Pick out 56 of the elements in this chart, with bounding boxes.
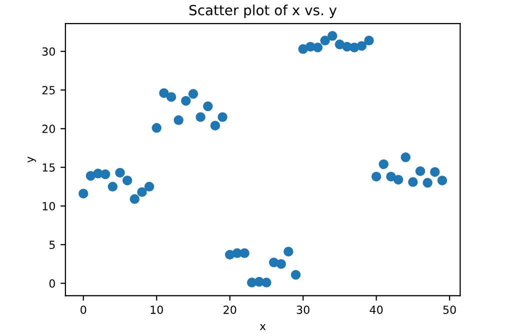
point xyxy=(203,101,213,112)
point xyxy=(210,120,220,130)
y-tick-label: 5 xyxy=(50,240,55,250)
point xyxy=(86,170,96,181)
chart-title: Scatter plot of x vs. y xyxy=(189,4,337,18)
point xyxy=(356,41,367,51)
point xyxy=(188,89,198,99)
x-tick-label: 30 xyxy=(296,306,310,314)
point xyxy=(378,159,389,170)
point xyxy=(437,176,448,186)
x-tick-label: 0 xyxy=(80,306,86,314)
point xyxy=(262,278,272,288)
point xyxy=(320,36,330,46)
y-tick-label: 20 xyxy=(42,124,55,134)
point xyxy=(430,167,440,177)
point xyxy=(181,96,191,106)
y-tick-label: 25 xyxy=(42,86,55,94)
y-axis-title: y xyxy=(28,156,36,163)
point xyxy=(78,188,88,198)
y-tick-label: 0 xyxy=(49,279,55,288)
point xyxy=(400,152,410,162)
point xyxy=(115,168,125,178)
point xyxy=(144,182,154,192)
point xyxy=(196,112,206,122)
point xyxy=(122,176,132,186)
point xyxy=(393,174,404,185)
point xyxy=(276,259,286,269)
point xyxy=(108,182,118,192)
point xyxy=(422,178,432,188)
point xyxy=(364,36,374,46)
x-tick-label: 50 xyxy=(443,306,456,314)
point xyxy=(152,123,162,133)
y-tick-label: 15 xyxy=(42,163,55,172)
y-tick-label: 30 xyxy=(42,47,55,56)
y-tick-label: 10 xyxy=(42,202,55,210)
x-axis-title: x xyxy=(260,324,266,330)
point xyxy=(166,92,176,102)
point xyxy=(240,248,250,258)
point xyxy=(312,42,323,52)
point xyxy=(415,166,426,176)
point xyxy=(290,270,301,280)
point xyxy=(218,112,228,122)
point xyxy=(334,40,345,50)
point xyxy=(100,169,110,180)
point xyxy=(284,246,294,256)
point xyxy=(130,194,140,204)
point xyxy=(137,187,147,197)
point xyxy=(174,115,184,126)
point xyxy=(408,177,418,187)
point xyxy=(371,172,382,182)
point xyxy=(386,172,396,182)
point xyxy=(328,31,338,41)
x-tick-label: 20 xyxy=(224,306,236,314)
x-tick-label: 40 xyxy=(370,306,383,314)
point xyxy=(159,88,169,98)
x-tick-label: 10 xyxy=(150,306,163,314)
